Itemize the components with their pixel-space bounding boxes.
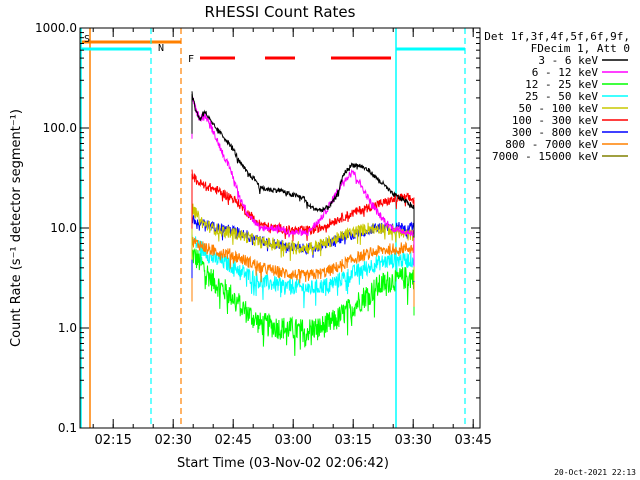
legend-label: 50 - 100 keV — [519, 102, 599, 115]
x-tick-label: 02:30 — [154, 433, 191, 448]
footer-timestamp: 20-Oct-2021 22:13 — [554, 468, 636, 477]
x-tick-label: 03:00 — [274, 433, 311, 448]
legend-label: 6 - 12 keV — [532, 66, 599, 79]
y-tick-label: 1.0 — [58, 321, 77, 335]
series-line-25-50-keV — [191, 233, 415, 309]
series-line-12-25-keV — [191, 247, 415, 356]
legend: Det 1f,3f,4f,5f,6f,9f, FDecim 1, Att 0 3… — [484, 30, 630, 163]
chart-title: RHESSI Count Rates — [205, 3, 356, 21]
legend-label: 3 - 6 keV — [538, 54, 598, 67]
x-axis-label: Start Time (03-Nov-02 02:06:42) — [177, 456, 389, 471]
x-tick-label: 03:15 — [334, 433, 371, 448]
legend-label: 25 - 50 keV — [525, 90, 598, 103]
x-tick-label: 03:30 — [394, 433, 431, 448]
legend-label: 300 - 800 keV — [512, 126, 598, 139]
legend-label: 100 - 300 keV — [512, 114, 598, 127]
x-tick-label: 02:45 — [214, 433, 251, 448]
series-layer — [191, 91, 415, 356]
series-line-50-100-keV — [191, 203, 415, 261]
y-tick-label: 0.1 — [58, 421, 77, 435]
legend-header-line-1: Det 1f,3f,4f,5f,6f,9f, — [484, 30, 630, 43]
x-tick-label: 02:15 — [94, 433, 131, 448]
legend-label: 12 - 25 keV — [525, 78, 598, 91]
legend-label: 800 - 7000 keV — [505, 138, 598, 151]
n-marker-label: N — [158, 43, 164, 54]
y-tick-label: 10.0 — [50, 221, 77, 235]
axis-ticks: 0.1 1.0 10.0 100.0 1000.0 02:15 02:30 02:45 03:0… — [35, 21, 492, 448]
y-tick-label: 1000.0 — [35, 21, 77, 35]
legend-label: 7000 - 15000 keV — [492, 150, 598, 163]
y-axis-label: Count Rate (s⁻¹ detector segment⁻¹) — [9, 109, 24, 347]
series-line-3-6-keV — [191, 91, 415, 213]
legend-header-line-2: FDecim 1, Att 0 — [531, 42, 630, 55]
y-tick-label: 100.0 — [43, 121, 77, 135]
series-line-800-7000-keV — [191, 235, 415, 284]
x-tick-label: 03:45 — [454, 433, 491, 448]
series-line-6-12-keV — [191, 95, 415, 238]
f-marker-label: F — [188, 54, 194, 65]
s-marker-label: S — [84, 34, 90, 45]
